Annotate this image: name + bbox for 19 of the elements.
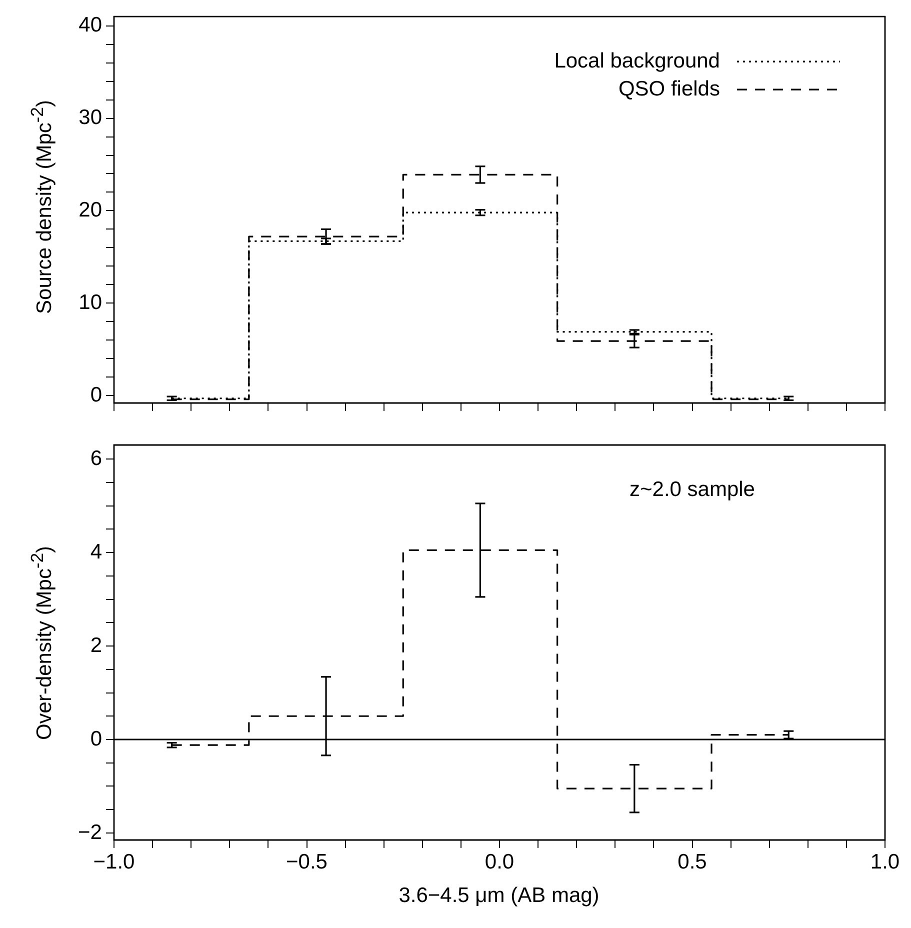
y-tick-label: 10: [78, 290, 102, 314]
y-tick-label: 30: [78, 106, 102, 130]
y-tick-label: −2: [78, 820, 102, 844]
y-tick-label: 2: [90, 634, 102, 657]
x-axis-title: 3.6−4.5 μm (AB mag): [398, 884, 600, 908]
legend-label: QSO fields: [618, 77, 720, 100]
x-tick-label: −1.0: [93, 850, 135, 874]
y-tick-label: 4: [90, 540, 102, 564]
x-tick-label: 0.5: [678, 850, 707, 874]
x-tick-label: −0.5: [286, 850, 328, 874]
y-tick-label: 0: [90, 727, 102, 750]
x-tick-label: 0.0: [484, 850, 514, 874]
y-tick-label: 6: [90, 446, 102, 470]
y-tick-label: 0: [90, 383, 102, 406]
y-tick-label: 40: [78, 14, 102, 37]
annotation: z~2.0 sample: [630, 478, 755, 501]
legend-label: Local background: [554, 49, 720, 72]
y-tick-label: 20: [78, 198, 102, 222]
x-tick-label: 1.0: [870, 850, 900, 874]
